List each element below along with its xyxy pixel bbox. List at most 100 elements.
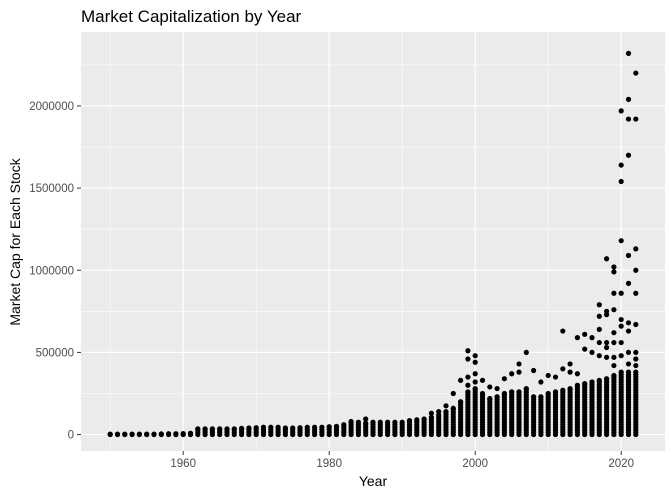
x-axis-title: Year [359,473,388,489]
data-point [494,394,500,400]
data-point [392,419,398,425]
y-axis-ticks: 0 500000 1000000 1500000 2000000 [29,101,81,442]
data-point [421,416,427,422]
data-point [166,431,172,437]
data-point [604,312,610,318]
data-point [173,431,179,437]
data-point [458,377,464,383]
data-point [450,405,456,411]
data-point [538,379,544,385]
data-point [604,339,610,346]
data-point [611,307,617,313]
data-point [246,425,252,431]
data-point [363,416,369,422]
data-point [582,381,588,387]
data-point [633,349,639,356]
data-point [385,419,391,425]
data-point [618,323,624,329]
data-point [516,389,522,395]
data-point [509,389,515,395]
data-point [304,424,310,430]
data-point [312,424,318,430]
data-point [633,116,639,122]
data-point [487,395,493,402]
data-point [604,256,610,262]
data-point [239,425,245,431]
data-point [195,426,201,432]
data-point [604,344,610,351]
data-point [538,394,544,400]
y-tick-label: 1000000 [29,265,74,277]
data-point [180,430,186,437]
data-point [428,414,434,420]
data-point [129,431,135,437]
data-point [501,390,507,397]
data-point [611,362,617,369]
data-point [567,385,573,392]
data-point [202,426,208,432]
x-tick-label: 1960 [170,458,196,470]
data-point [414,417,420,423]
data-point [282,425,288,431]
data-point [625,96,632,102]
data-point [363,420,369,426]
data-point [217,426,223,432]
data-point [268,424,274,430]
data-point [290,425,296,431]
data-point [611,354,617,360]
data-point [604,376,610,382]
data-point [567,369,573,375]
data-point [625,152,632,158]
data-point [567,361,573,367]
data-point [611,339,617,346]
data-point [122,431,128,437]
data-point [516,361,522,367]
data-point [326,424,332,430]
data-point [355,419,361,425]
data-point [501,376,507,382]
data-point [158,431,164,437]
data-point [531,394,537,400]
data-point [625,328,632,334]
data-point [633,369,639,375]
data-point [370,419,376,425]
data-point [144,431,150,437]
data-point [552,374,559,380]
data-point [596,313,602,319]
data-point [611,372,617,379]
data-point [618,339,624,346]
data-point [465,356,471,362]
data-point [611,330,617,336]
data-point [625,116,632,122]
data-point [516,369,522,375]
data-point [618,238,624,244]
data-point [406,418,413,424]
data-point [319,424,325,430]
data-point [472,353,478,359]
data-point [574,382,581,388]
data-point [465,374,471,380]
data-point [224,426,230,432]
data-point [399,419,405,425]
x-tick-label: 2020 [608,458,634,470]
chart-title: Market Capitalization by Year [81,7,302,26]
data-point [333,423,340,429]
data-point [618,369,624,375]
data-point [633,267,639,273]
data-point [479,377,486,383]
data-point [560,387,566,393]
data-point [472,359,478,365]
plot-panel [81,32,665,451]
data-point [472,371,478,377]
data-point [625,349,632,356]
data-point [625,280,632,286]
data-point [596,377,602,383]
data-point [560,366,566,372]
data-point [625,252,632,259]
data-point [348,418,354,425]
data-point [574,371,581,377]
data-point [596,302,602,308]
data-point [465,389,471,395]
data-points [107,50,639,438]
